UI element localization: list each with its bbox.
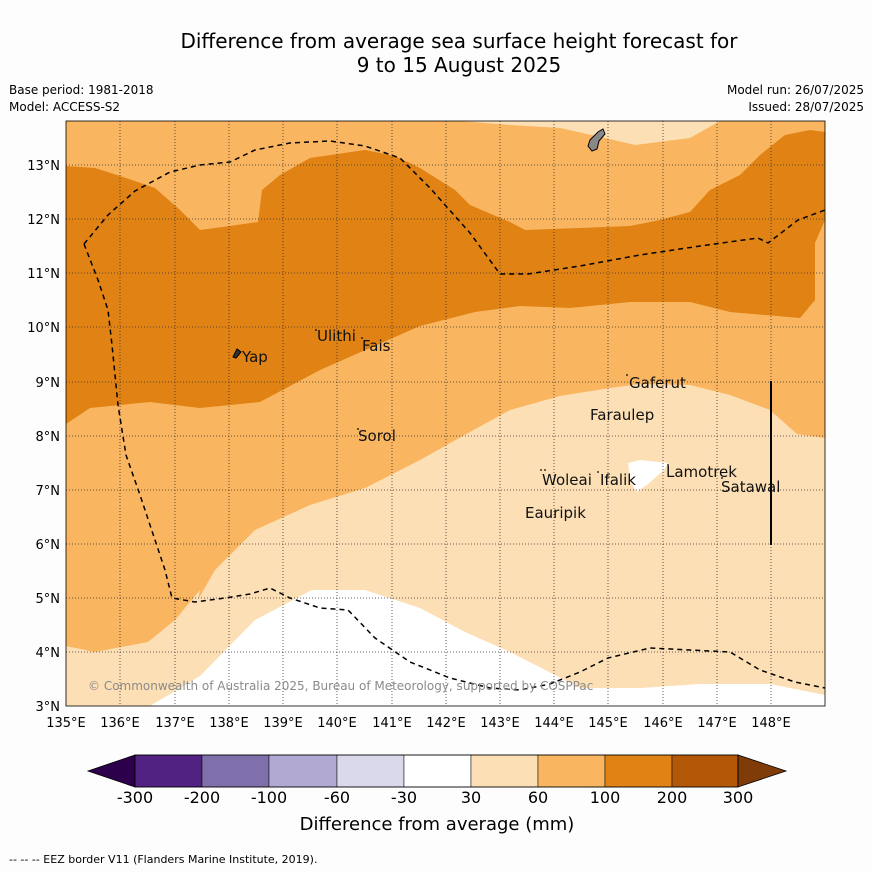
place-woleai: Woleai [542, 471, 592, 489]
lat-label: 6°N [36, 538, 61, 553]
colorbar-tick-label: -30 [391, 788, 417, 807]
lat-axis: 3°N 4°N 5°N 6°N 7°N 8°N 9°N 10°N 11°N 12… [27, 159, 60, 715]
lat-label: 8°N [36, 430, 61, 445]
model-name: Model: ACCESS-S2 [9, 100, 121, 114]
title-line-2: 9 to 15 August 2025 [356, 53, 562, 77]
lat-label: 13°N [27, 159, 60, 174]
colorbar-tick-label: 200 [657, 788, 688, 807]
lon-label: 142°E [426, 716, 466, 731]
place-faraulep: Faraulep [590, 406, 654, 424]
lon-label: 140°E [317, 716, 357, 731]
colorbar-bin [671, 754, 739, 788]
lon-label: 138°E [209, 716, 249, 731]
colorbar-bin [268, 754, 338, 788]
colorbar-bin [201, 754, 270, 788]
colorbar-tick-label: 30 [461, 788, 481, 807]
lat-label: 5°N [36, 592, 61, 607]
lon-label: 148°E [751, 716, 791, 731]
place-eauripik: Eauripik [525, 504, 586, 522]
colorbar [86, 754, 788, 788]
eez-footnote: -- -- -- EEZ border V11 (Flanders Marine… [9, 853, 318, 866]
model-run: Model run: 26/07/2025 [726, 83, 864, 97]
band-30-60-sw [66, 590, 200, 706]
colorbar-frame [134, 754, 739, 788]
colorbar-tick-label: 60 [528, 788, 548, 807]
guam-island [587, 128, 606, 152]
lon-label: 146°E [643, 716, 683, 731]
lat-label: 12°N [27, 213, 60, 228]
colorbar-tick-label: 300 [723, 788, 754, 807]
lon-label: 139°E [263, 716, 303, 731]
lon-label: 135°E [46, 716, 86, 731]
lon-label: 144°E [534, 716, 574, 731]
lat-label: 9°N [36, 376, 61, 391]
lat-label: 11°N [27, 267, 60, 282]
colorbar-under-arrow [86, 754, 136, 788]
band-neutral-island [628, 460, 668, 492]
issued-date: Issued: 28/07/2025 [748, 100, 864, 114]
band-60-100-north [66, 121, 825, 230]
title-line-1: Difference from average sea surface heig… [180, 29, 738, 53]
colorbar-bin [604, 754, 673, 788]
colorbar-tick-label: -60 [324, 788, 350, 807]
place-fais: Fais [362, 337, 391, 355]
lon-axis: 135°E 136°E 137°E 138°E 139°E 140°E 141°… [46, 716, 791, 731]
contour-map: Yap Ulithi Fais Sorol Gaferut Faraulep W… [66, 121, 825, 706]
lat-label: 7°N [36, 484, 61, 499]
band-30-60-north [460, 121, 720, 145]
colorbar-bin [336, 754, 405, 788]
place-satawal: Satawal [721, 478, 780, 496]
place-sorol: Sorol [358, 427, 396, 445]
colorbar-tick-label: -100 [251, 788, 287, 807]
place-ifalik: Ifalik [600, 471, 636, 489]
lon-label: 143°E [480, 716, 520, 731]
lat-label: 10°N [27, 321, 60, 336]
copyright-note: © Commonwealth of Australia 2025, Bureau… [88, 679, 593, 693]
lon-label: 147°E [697, 716, 737, 731]
lon-label: 137°E [155, 716, 195, 731]
colorbar-bin [470, 754, 539, 788]
place-ulithi: Ulithi [317, 327, 356, 345]
lat-gridlines [66, 164, 825, 653]
colorbar-bin [403, 754, 472, 788]
eez-border [83, 140, 825, 691]
lon-label: 136°E [100, 716, 140, 731]
base-period: Base period: 1981-2018 [9, 83, 154, 97]
colorbar-ticks: -300 -200 -100 -60 -30 30 60 100 200 300 [117, 788, 753, 807]
map-frame [65, 120, 826, 707]
colorbar-title: Difference from average (mm) [300, 814, 575, 835]
colorbar-tick-label: -200 [184, 788, 220, 807]
yap-island [232, 348, 242, 359]
colorbar-over-arrow [737, 754, 788, 788]
colorbar-tick-label: 100 [590, 788, 621, 807]
colorbar-bin [537, 754, 606, 788]
lat-label: 3°N [36, 700, 61, 715]
lon-label: 141°E [372, 716, 412, 731]
place-yap: Yap [241, 348, 268, 366]
lon-label: 145°E [588, 716, 628, 731]
colorbar-tick-label: -300 [117, 788, 153, 807]
place-gaferut: Gaferut [629, 374, 686, 392]
colorbar-bin [134, 754, 203, 788]
lat-label: 4°N [36, 646, 61, 661]
band-neutral-south [150, 590, 825, 706]
atoll-marks [315, 329, 723, 479]
place-lamotrek: Lamotrek [666, 463, 737, 481]
